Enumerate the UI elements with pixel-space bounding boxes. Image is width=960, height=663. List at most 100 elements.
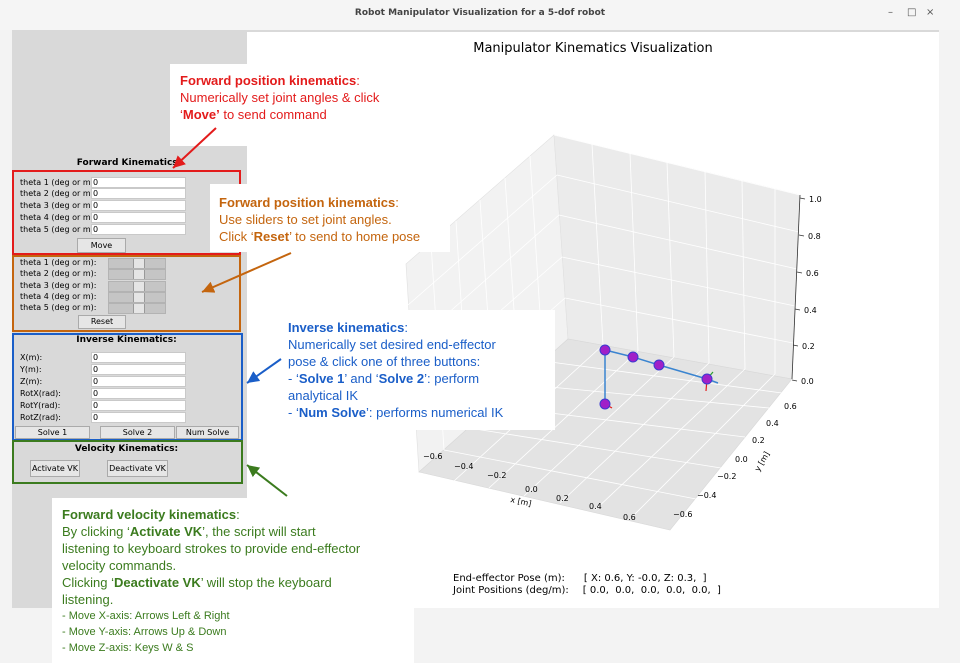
fk-highlight-box (12, 170, 241, 255)
ik-callout-solve2: Solve 2 (378, 371, 425, 386)
ik-callout-line3-mid: ’ and ‘ (344, 371, 379, 386)
x-tick-5: 0.2 (556, 494, 569, 503)
ik-rotx-input[interactable]: 0 (91, 388, 186, 399)
ik-label-y: Y(m): (20, 365, 42, 374)
vk-callout-line2: listening to keyboard strokes to provide… (62, 541, 361, 556)
fk-callout: Forward position kinematics: Numerically… (180, 73, 380, 122)
grid-lines (407, 134, 801, 519)
y-tick-3: 0.2 (752, 436, 765, 445)
x-tick-2: −0.4 (454, 462, 473, 471)
x-tick-3: −0.2 (487, 471, 506, 480)
slider-label-5: theta 5 (deg or m): (20, 303, 97, 312)
y-tick-6: −0.4 (697, 491, 716, 500)
vk-callout-heading: Forward velocity kinematics (62, 507, 237, 522)
theta1-slider[interactable] (108, 258, 166, 269)
pose-label: End-effector Pose (m): (453, 573, 565, 584)
ik-rotz-input[interactable]: 0 (91, 412, 186, 423)
vk-callout-line7: - Move Y-axis: Arrows Up & Down (62, 626, 227, 638)
ik-label-rotx: RotX(rad): (20, 389, 61, 398)
close-icon[interactable]: × (926, 7, 935, 18)
fk-theta4-input[interactable]: 0 (91, 212, 186, 223)
y-tick-4: 0.0 (735, 455, 748, 464)
slider-label-4: theta 4 (deg or m): (20, 292, 97, 301)
z-tick-6: 0.0 (801, 377, 814, 386)
slider-callout-reset: Reset (253, 229, 290, 244)
vk-callout-line3: velocity commands. (62, 558, 177, 573)
fk-label-1: theta 1 (deg or m): (20, 178, 97, 187)
y-tick-2: 0.4 (766, 419, 779, 428)
slider-handle[interactable] (133, 304, 145, 313)
fk-callout-move: Move’ (182, 107, 220, 122)
reset-button[interactable]: Reset (78, 315, 126, 329)
theta2-slider[interactable] (108, 269, 166, 280)
fk-section-title: Forward Kinematics: (76, 158, 182, 168)
y-tick-7: −0.6 (673, 510, 692, 519)
window-title: Robot Manipulator Visualization for a 5-… (354, 8, 606, 18)
num-solve-button[interactable]: Num Solve (176, 426, 239, 439)
ik-roty-input[interactable]: 0 (91, 400, 186, 411)
fk-theta5-input[interactable]: 0 (91, 224, 186, 235)
z-tick-1: 1.0 (809, 195, 822, 204)
ik-label-x: X(m): (20, 353, 43, 362)
theta4-slider[interactable] (108, 292, 166, 303)
vk-callout-line6: - Move X-axis: Arrows Left & Right (62, 610, 230, 622)
x-tick-6: 0.4 (589, 502, 602, 511)
ik-y-input[interactable]: 0 (91, 364, 186, 375)
joint-5 (701, 373, 713, 385)
slider-callout-bg (210, 184, 450, 252)
vk-callout-bg (52, 498, 414, 663)
slider-callout-post: ’ to send to home pose (289, 229, 421, 244)
slider-handle[interactable] (133, 259, 145, 268)
joint-4 (653, 359, 665, 371)
x-tick-7: 0.6 (623, 513, 636, 522)
fk-callout-line2: to send command (219, 107, 327, 122)
minimize-icon[interactable]: – (888, 7, 893, 18)
slider-handle[interactable] (133, 282, 145, 291)
slider-callout-pre: Click ‘ (219, 229, 254, 244)
vk-callout-line4-post: ’ will stop the keyboard (200, 575, 332, 590)
ik-callout-solve1: Solve 1 (298, 371, 345, 386)
deactivate-vk-button[interactable]: Deactivate VK (107, 460, 168, 477)
vk-callout-line8: - Move Z-axis: Keys W & S (62, 642, 194, 654)
joints-value: [ 0.0, 0.0, 0.0, 0.0, 0.0, ] (582, 585, 721, 596)
slider-callout: Forward position kinematics: Use sliders… (219, 195, 421, 244)
solve1-button[interactable]: Solve 1 (15, 426, 90, 439)
slider-handle[interactable] (133, 293, 145, 302)
pose-value: [ X: 0.6, Y: -0.0, Z: 0.3, ] (583, 573, 707, 584)
x-axis-label: x [m] (510, 495, 533, 508)
x-tick-4: 0.0 (525, 485, 538, 494)
y-tick-1: 0.6 (784, 402, 797, 411)
solve2-button[interactable]: Solve 2 (100, 426, 175, 439)
back-wall-right (553, 134, 801, 380)
robot-link-4 (658, 364, 708, 380)
ik-callout-numsolve: Num Solve (298, 405, 367, 420)
ik-callout-line1: Numerically set desired end-effector (288, 337, 496, 352)
ik-highlight-box (12, 333, 243, 441)
fk-label-2: theta 2 (deg or m): (20, 189, 97, 198)
fk-label-5: theta 5 (deg or m): (20, 225, 97, 234)
move-button[interactable]: Move (77, 238, 126, 253)
y-axis-label: y [m] (753, 450, 771, 473)
ik-x-input[interactable]: 0 (91, 352, 186, 363)
ik-callout-bg (277, 310, 555, 430)
slider-handle[interactable] (133, 270, 145, 279)
z-tick-5: 0.2 (802, 342, 815, 351)
fk-label-4: theta 4 (deg or m): (20, 213, 97, 222)
activate-vk-button[interactable]: Activate VK (30, 460, 80, 477)
fk-theta3-input[interactable]: 0 (91, 200, 186, 211)
z-tick-4: 0.4 (804, 306, 817, 315)
joint-1 (599, 398, 611, 410)
ik-callout-heading: Inverse kinematics (288, 320, 405, 335)
vk-callout-line5: listening. (62, 592, 114, 607)
window-titlebar: Robot Manipulator Visualization for a 5-… (0, 0, 960, 30)
fk-theta1-input[interactable]: 0 (91, 177, 186, 188)
slider-callout-line1: Use sliders to set joint angles. (219, 212, 392, 227)
z-tick-2: 0.8 (808, 232, 821, 241)
ik-callout-line3-pre: - ‘ (288, 371, 299, 386)
maximize-icon[interactable]: □ (907, 7, 917, 18)
theta3-slider[interactable] (108, 281, 166, 292)
theta5-slider[interactable] (108, 303, 166, 314)
fk-theta2-input[interactable]: 0 (91, 188, 186, 199)
ik-callout-line5-pre: - ‘ (288, 405, 299, 420)
ik-z-input[interactable]: 0 (91, 376, 186, 387)
